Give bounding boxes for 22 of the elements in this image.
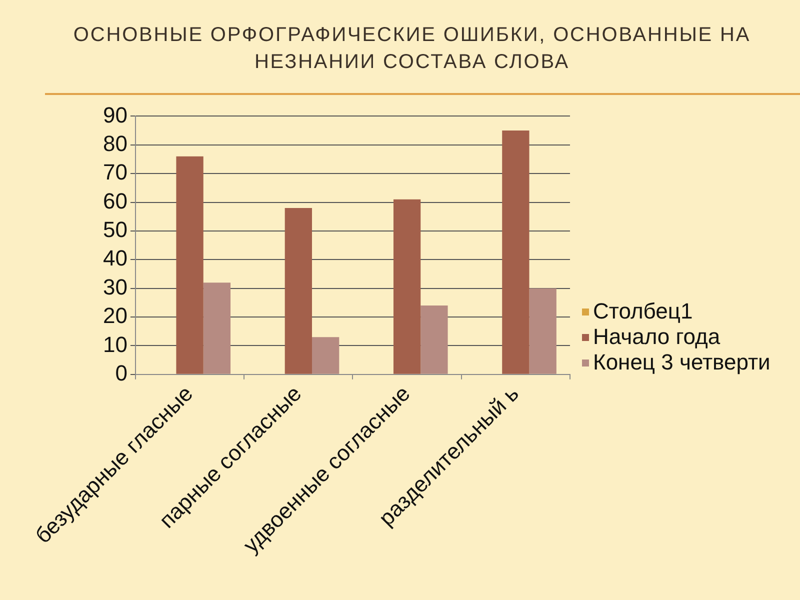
chart-title: ОСНОВНЫЕ ОРФОГРАФИЧЕСКИЕ ОШИБКИ, ОСНОВАННЫЕ НА НЕЗНАНИИ СОСТАВА СЛОВА <box>72 23 752 75</box>
legend-label: Конец 3 четверти <box>593 350 770 375</box>
y-tick-label: 50 <box>102 217 128 242</box>
bar <box>393 199 421 374</box>
bar <box>203 282 231 374</box>
bar <box>284 208 312 374</box>
y-tick-label: 80 <box>102 130 128 156</box>
bar <box>312 337 340 374</box>
bar <box>502 130 530 374</box>
y-tick-label: 70 <box>102 160 128 185</box>
y-tick-label: 60 <box>102 188 128 214</box>
y-tick-label: 90 <box>102 102 128 128</box>
y-tick-label: 0 <box>115 360 128 386</box>
y-tick-label: 40 <box>102 246 128 271</box>
bar <box>529 288 556 374</box>
bar <box>176 156 204 374</box>
bar <box>420 306 448 374</box>
legend-label: Столбец1 <box>593 298 693 324</box>
legend-label: Начало года <box>593 324 721 350</box>
y-tick-label: 20 <box>102 303 128 328</box>
y-tick-label: 10 <box>102 332 128 357</box>
y-tick-label: 30 <box>102 274 128 300</box>
